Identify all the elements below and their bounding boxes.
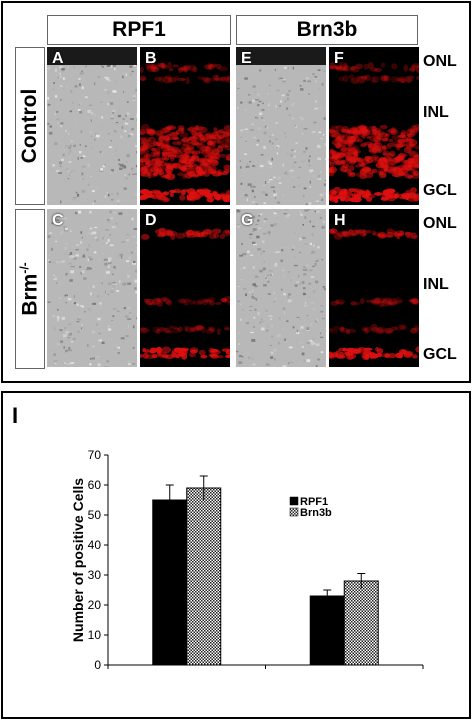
y-axis-label: Number of positive Cells: [70, 478, 86, 642]
panel-letter-e: E: [241, 50, 252, 67]
micrograph-panel-a: A: [47, 47, 137, 205]
panel-label-i: I: [12, 403, 19, 428]
row-header-brm-knockout: Brm-/-: [15, 209, 45, 369]
panel-letter-b: B: [145, 50, 157, 67]
bar-chart: 0 10 20 30 40 50 60 70 Number of positive Cells R…: [70, 448, 424, 672]
column-header-brn3b-label: Brn3b: [296, 18, 358, 41]
layer-label-gcl-brm: GCL: [423, 346, 457, 363]
bar-brn3b-0: [186, 487, 222, 666]
row-label-brm-knockout: Brm-/-: [17, 262, 42, 316]
panel-letter-d: D: [145, 212, 157, 229]
row-label-control: Control: [18, 88, 41, 164]
layer-label-gcl-control: GCL: [423, 182, 457, 199]
layer-label-inl-brm: INL: [423, 276, 449, 293]
y-tick-label-1: 10: [88, 628, 102, 642]
micrograph-panel-b: B: [140, 47, 230, 205]
y-tick-label-7: 70: [88, 448, 102, 462]
y-tick-label-6: 60: [88, 478, 102, 492]
bar-brn3b-1: [343, 580, 379, 666]
y-tick-label-5: 50: [88, 508, 102, 522]
micrograph-panel-g: G: [236, 209, 326, 367]
legend-label-rpf1: RPF1: [300, 496, 328, 508]
column-header-rpf1: RPF1: [47, 15, 231, 45]
micrograph-panel-d: D: [140, 209, 230, 367]
layer-label-onl-brm: ONL: [423, 215, 457, 232]
y-tick-label-2: 20: [88, 598, 102, 612]
panel-letter-a: A: [52, 50, 64, 67]
legend-label-brn3b: Brn3b: [300, 507, 332, 519]
y-tick-label-0: 0: [94, 658, 101, 672]
legend-swatch-rpf1: [289, 496, 299, 506]
panel-letter-f: F: [334, 50, 344, 67]
column-header-brn3b: Brn3b: [236, 15, 418, 45]
bar-rpf1-0: [152, 499, 188, 666]
y-tick-label-3: 30: [88, 568, 102, 582]
legend-swatch-brn3b: [289, 507, 299, 517]
row-header-control: Control: [15, 47, 45, 205]
y-tick-label-4: 40: [88, 538, 102, 552]
layer-label-onl-control: ONL: [423, 53, 457, 70]
micrograph-figure-panel: RPF1 Brn3b Control Brm-/- A B E F C D G H ONL I…: [1, 1, 471, 383]
micrograph-panel-f: F: [329, 47, 419, 205]
panel-letter-h: H: [334, 212, 346, 229]
panel-letter-c: C: [52, 212, 64, 229]
panel-letter-g: G: [241, 212, 254, 229]
layer-label-inl-control: INL: [423, 104, 449, 121]
column-header-rpf1-label: RPF1: [112, 18, 166, 41]
bar-rpf1-1: [309, 595, 345, 666]
micrograph-panel-e: E: [236, 47, 326, 205]
micrograph-panel-c: C: [47, 209, 137, 367]
bar-chart-panel: I 0 10 20 30 40 50 60 70 Number of positive Cell…: [1, 391, 471, 719]
micrograph-panel-h: H: [329, 209, 419, 367]
